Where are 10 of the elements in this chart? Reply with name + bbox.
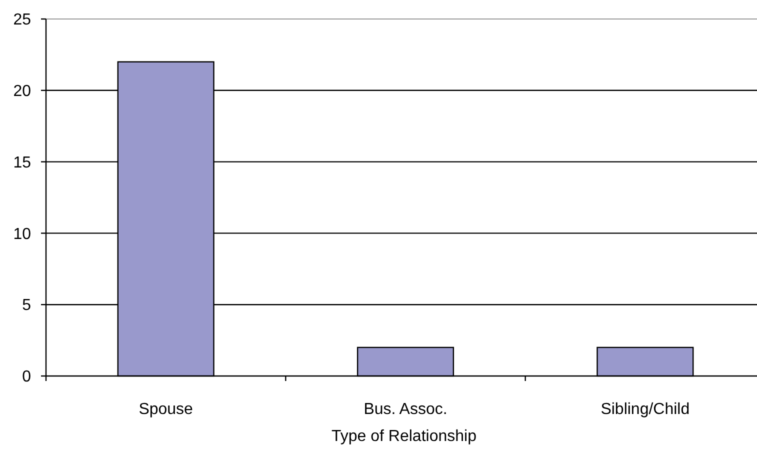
- y-tick-label: 15: [13, 154, 32, 172]
- y-tick-label: 25: [13, 12, 32, 29]
- x-tick-label: Spouse: [138, 401, 194, 418]
- x-tick-label: Bus. Assoc.: [364, 401, 448, 418]
- y-tick-label: 5: [22, 297, 32, 314]
- x-tick-label: Sibling/Child: [600, 401, 690, 418]
- y-tick-label: 20: [13, 83, 32, 100]
- y-tick-label: 10: [13, 226, 32, 243]
- y-tick-label: 0: [22, 368, 32, 386]
- x-axis-title: Type of Relationship: [332, 428, 477, 445]
